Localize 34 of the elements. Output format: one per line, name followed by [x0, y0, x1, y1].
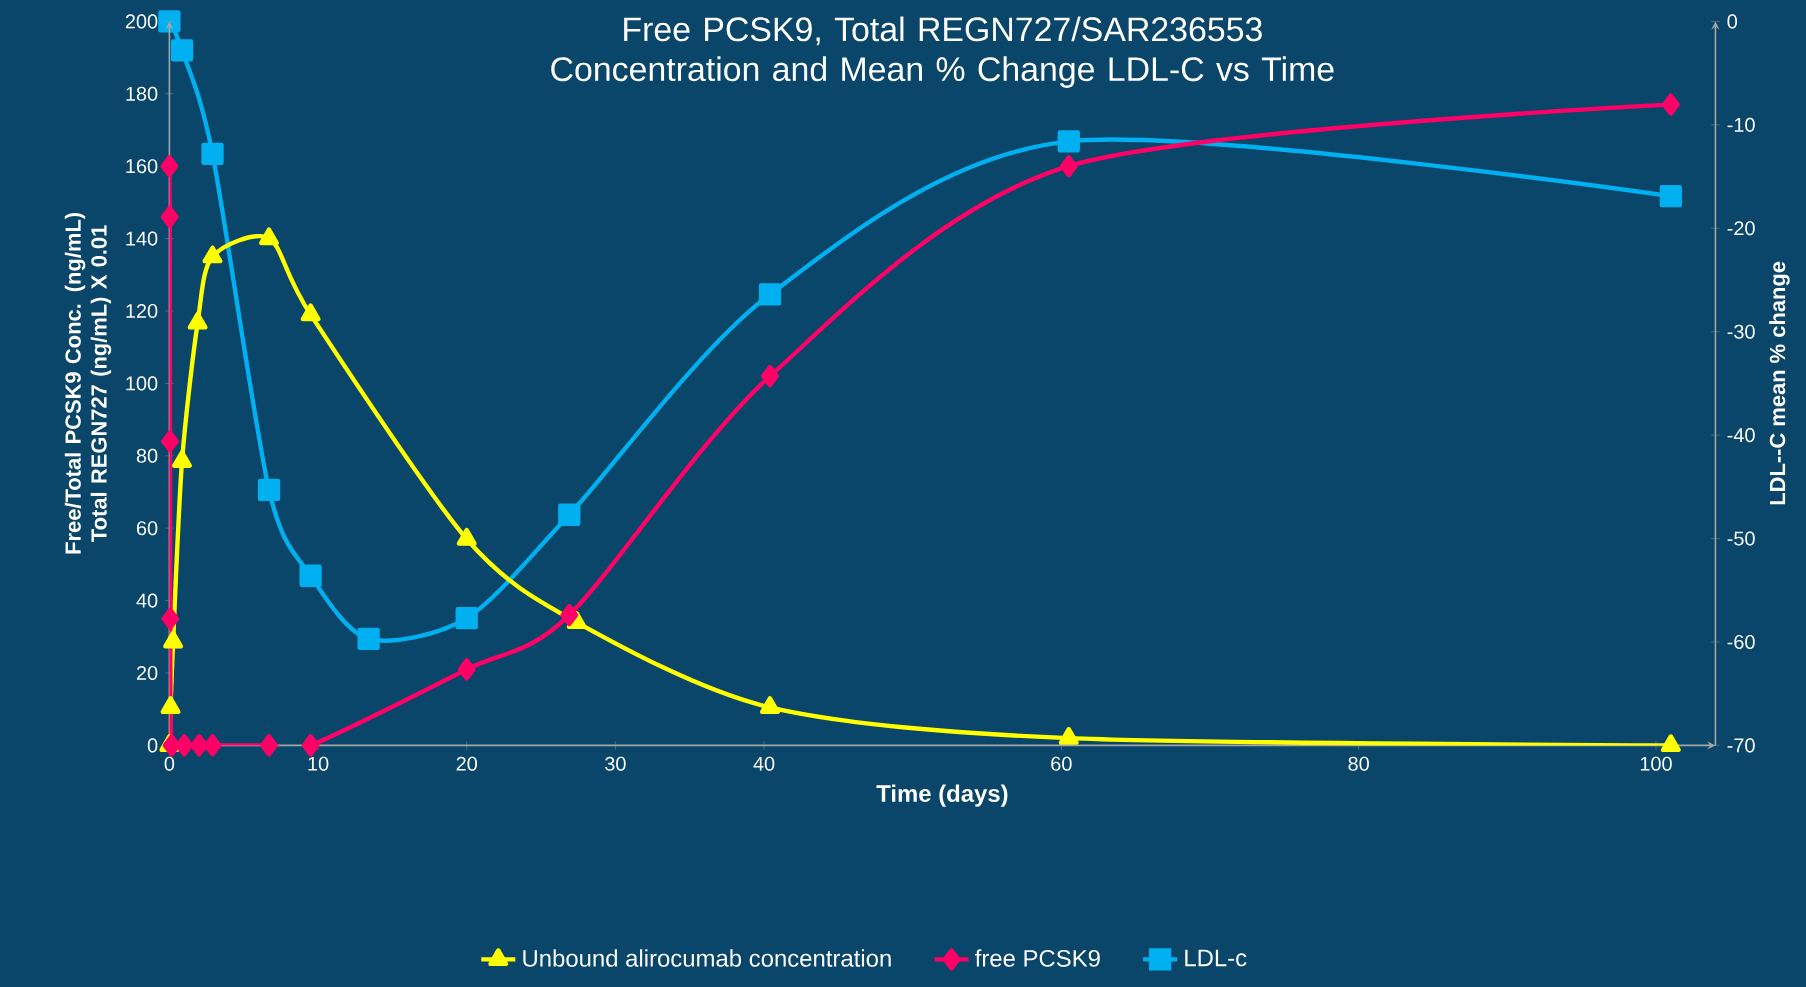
y-tick-label: 120 — [126, 303, 158, 319]
y2-tick-label: -70 — [1727, 738, 1755, 753]
x-tick-label: 60 — [1051, 756, 1072, 771]
y2-axis-title: LDL--C mean % change — [1769, 261, 1790, 505]
legend-label: Unbound alirocumab concentration — [523, 949, 891, 967]
y-tick-label: 100 — [126, 376, 158, 391]
y-tick-label: 40 — [136, 593, 158, 608]
x-tick-label: 30 — [605, 756, 626, 771]
y2-tick-label: 0 — [1727, 14, 1738, 29]
y-axis-title: Free/Total PCSK9 Conc. (ng/mL) Total REGN727 (ng/mL) X 0.01 — [64, 212, 112, 554]
x-tick-label: 80 — [1348, 756, 1369, 771]
y-tick-label: 60 — [136, 521, 158, 536]
legend-label: free PCSK9 — [975, 949, 1100, 967]
y-tick-label: 140 — [126, 231, 158, 246]
x-tick-label: 40 — [753, 756, 775, 771]
y2-tick-label: -50 — [1727, 531, 1755, 546]
y-tick-label: 80 — [136, 448, 158, 463]
x-axis-title: Time (days) — [876, 784, 1008, 807]
y2-tick-label: -20 — [1727, 221, 1755, 236]
y-tick-label: 0 — [147, 738, 158, 753]
x-tick-label: 0 — [164, 756, 175, 771]
y2-tick-label: -10 — [1727, 117, 1755, 132]
y-tick-label: 20 — [136, 665, 158, 681]
y2-tick-label: -30 — [1727, 324, 1755, 339]
y2-tick-label: -40 — [1727, 428, 1755, 443]
chart-title: Free PCSK9, Total REGN727/SAR236553 Concentration and Mean % Change LDL-C vs Time — [551, 16, 1334, 88]
y-tick-label: 200 — [125, 14, 158, 29]
legend-label: LDL-c — [1185, 949, 1247, 967]
x-tick-label: 10 — [308, 756, 329, 771]
y-tick-label: 180 — [126, 86, 158, 101]
y2-tick-label: -60 — [1727, 634, 1755, 650]
y-tick-label: 160 — [126, 159, 158, 174]
x-tick-label: 100 — [1640, 756, 1672, 771]
x-tick-label: 20 — [456, 756, 478, 771]
